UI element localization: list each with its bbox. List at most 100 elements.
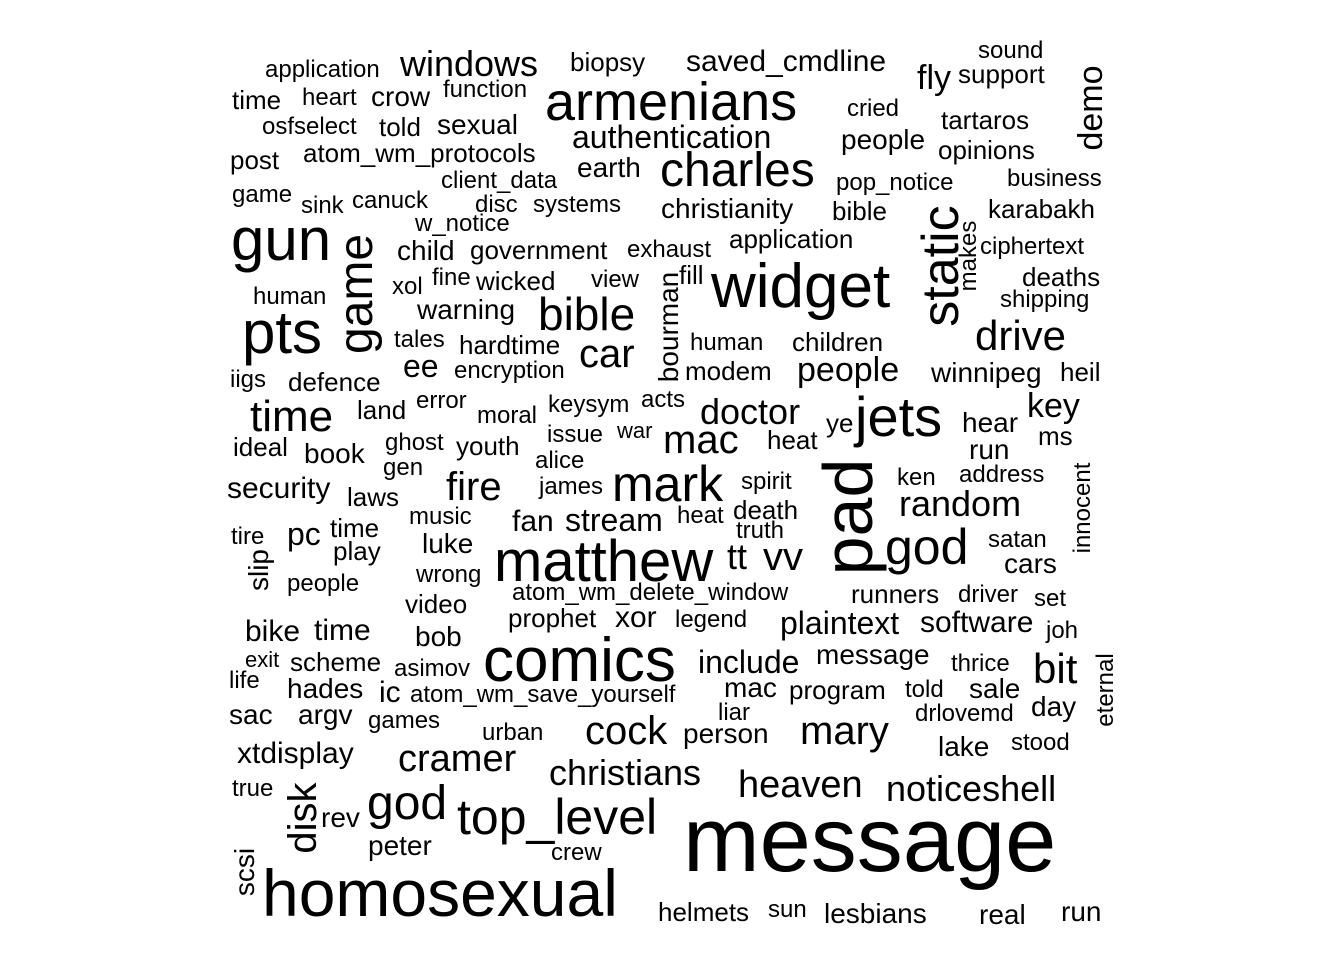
word: opinions <box>938 135 1035 165</box>
word: crew <box>551 839 602 866</box>
word: bit <box>1033 645 1078 692</box>
word: lake <box>938 731 990 762</box>
word: christians <box>549 752 702 793</box>
word: alice <box>535 447 585 474</box>
word: stream <box>565 502 663 538</box>
word: play <box>333 536 381 566</box>
word: prophet <box>508 603 597 633</box>
word: comics <box>483 626 676 695</box>
word: biopsy <box>570 47 646 77</box>
word: time <box>314 614 371 647</box>
word: xor <box>615 601 657 634</box>
word: lesbians <box>824 898 927 929</box>
word: atom_wm_save_yourself <box>410 681 676 708</box>
word: gen <box>383 454 424 481</box>
word: car <box>579 332 635 376</box>
word: earth <box>577 152 641 183</box>
word: luke <box>422 528 474 559</box>
word: disk <box>281 782 325 854</box>
word: life <box>229 667 260 694</box>
word: time <box>250 392 334 441</box>
word: ideal <box>233 432 288 462</box>
word: run <box>969 434 1010 465</box>
word: winnipeg <box>931 357 1042 388</box>
word: rev <box>321 802 360 833</box>
word: music <box>409 503 472 530</box>
word: ye <box>826 408 854 438</box>
word: jets <box>855 385 943 448</box>
word: address <box>959 461 1045 488</box>
word: plaintext <box>780 605 900 641</box>
word: bike <box>245 615 301 648</box>
word: youth <box>456 431 520 461</box>
word: iigs <box>230 366 267 393</box>
word: heil <box>1060 357 1101 387</box>
word: support <box>958 59 1045 89</box>
word: random <box>899 483 1022 524</box>
word: disc <box>475 191 518 218</box>
word: bible <box>832 196 887 226</box>
word: gun <box>231 206 332 273</box>
word: tire <box>231 523 265 550</box>
word: widget <box>711 252 891 321</box>
word: eternal <box>1092 653 1119 727</box>
word: message <box>683 789 1057 891</box>
word: sac <box>229 699 273 730</box>
word: laws <box>347 482 400 512</box>
word: video <box>405 589 468 619</box>
word: day <box>1031 691 1077 722</box>
word: tt <box>727 536 748 577</box>
word: application <box>729 224 854 254</box>
word: cried <box>847 95 900 122</box>
word: windows <box>400 43 539 84</box>
word: spirit <box>741 468 792 495</box>
word: wicked <box>476 266 556 296</box>
word: matthew <box>494 529 714 594</box>
word: ic <box>379 676 401 709</box>
word: vv <box>763 535 803 579</box>
word: moral <box>477 402 538 429</box>
word: god <box>367 777 448 830</box>
word: real <box>979 899 1026 930</box>
word: satan <box>988 526 1047 553</box>
word: cars <box>1004 548 1057 579</box>
word: heat <box>767 425 818 455</box>
word: people <box>797 351 900 389</box>
word: pad <box>809 458 887 576</box>
word: set <box>1034 585 1067 612</box>
word: client_data <box>441 167 558 194</box>
word: error <box>416 387 467 414</box>
word: joh <box>1046 617 1079 644</box>
word: software <box>920 606 1034 639</box>
word: bible <box>538 288 636 340</box>
word: pop_notice <box>836 169 954 196</box>
word: sale <box>969 673 1021 704</box>
word: scheme <box>290 647 382 677</box>
word: encryption <box>454 357 565 384</box>
word: saved_cmdline <box>686 45 887 78</box>
word: human <box>253 283 327 310</box>
word: time <box>232 85 282 115</box>
word: stood <box>1011 729 1070 756</box>
word: hear <box>962 407 1019 438</box>
word: cock <box>585 709 668 753</box>
word: drlovemd <box>915 700 1014 727</box>
word: wrong <box>416 561 482 588</box>
word: karabakh <box>988 194 1095 224</box>
word: legend <box>675 606 748 633</box>
word: scsi <box>229 847 260 897</box>
word: view <box>591 266 640 293</box>
word: time <box>330 513 380 543</box>
word: argv <box>298 699 353 730</box>
word: pc <box>287 516 321 552</box>
word: human <box>690 329 764 356</box>
word: ms <box>1038 421 1073 451</box>
word: runners <box>851 579 940 609</box>
word: mac <box>724 672 777 703</box>
word: modem <box>685 356 772 386</box>
word: defence <box>288 367 381 397</box>
word: christianity <box>661 193 794 224</box>
word: mac <box>663 418 739 462</box>
word: urban <box>482 719 544 746</box>
word: homosexual <box>262 856 618 930</box>
